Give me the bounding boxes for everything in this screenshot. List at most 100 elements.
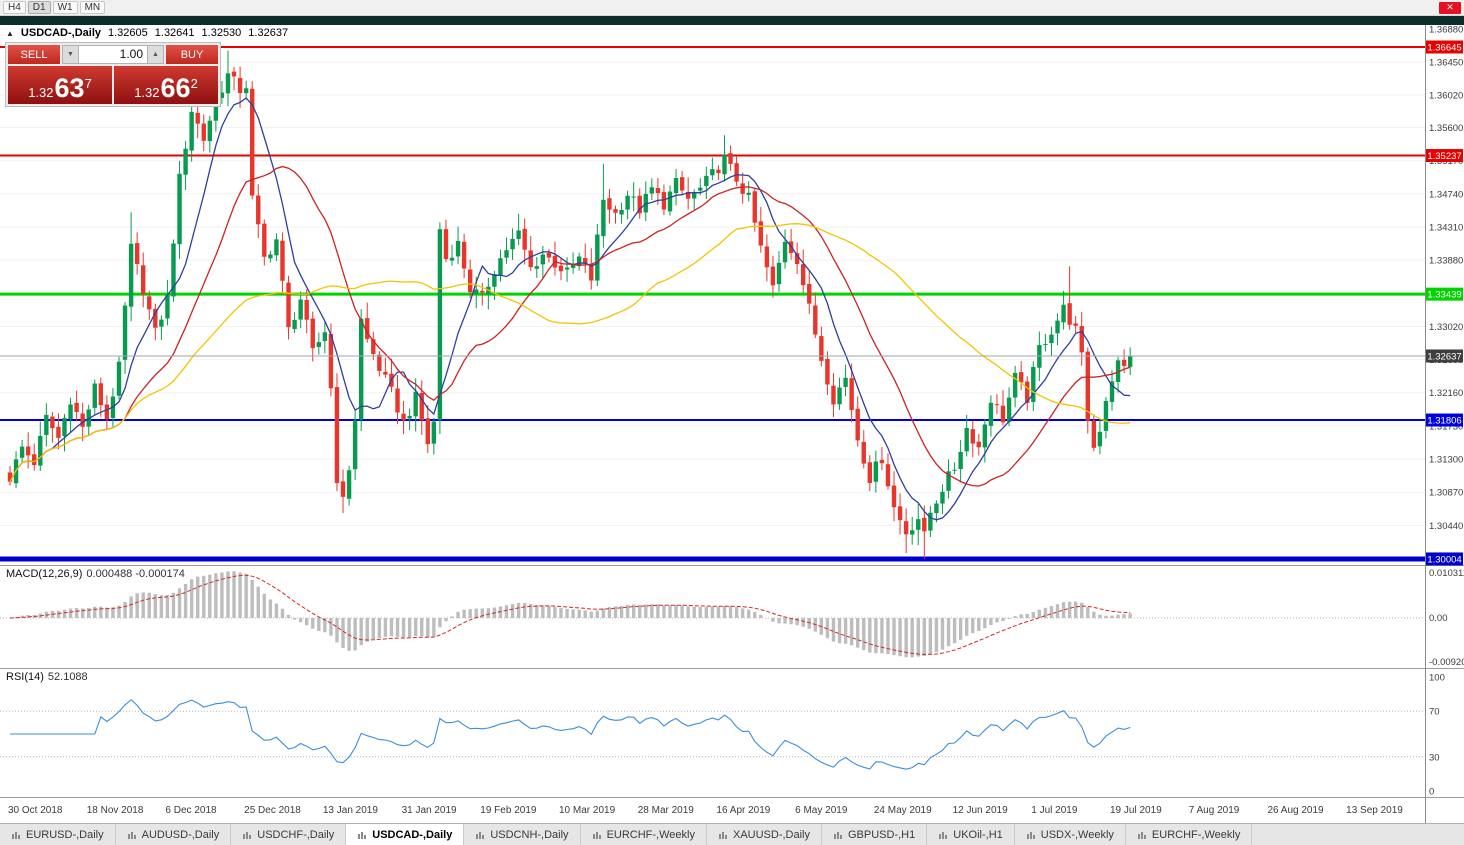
svg-text:1.31806: 1.31806 [1427, 416, 1461, 427]
ohlc-close: 1.32637 [248, 27, 289, 39]
svg-text:12 Jun 2019: 12 Jun 2019 [953, 805, 1008, 816]
volume-field[interactable]: 1.00 [79, 45, 147, 64]
timeframe-button-d1[interactable]: D1 [27, 1, 51, 14]
tab-chart-icon [592, 831, 601, 839]
ohlc-high: 1.32641 [154, 27, 195, 39]
tab-label: AUDUSD-,Daily [141, 828, 220, 841]
svg-text:0.010311: 0.010311 [1429, 568, 1464, 579]
volume-up-button[interactable]: ▲ [147, 45, 164, 64]
svg-text:70: 70 [1429, 707, 1440, 718]
one-click-trading-panel: SELL ▼ 1.00 ▲ BUY 1.32 63 7 1.32 66 2 [5, 42, 221, 107]
svg-text:1.35600: 1.35600 [1429, 123, 1463, 134]
tab-chart-icon [358, 831, 367, 839]
rsi-value: 52.1088 [47, 671, 88, 683]
ask-pipette: 2 [190, 76, 198, 91]
dark-titlebar [0, 16, 1464, 25]
svg-text:1.30870: 1.30870 [1429, 488, 1463, 499]
chart-tab-usdchf-daily[interactable]: USDCHF-,Daily [231, 824, 347, 845]
tab-label: UKOil-,H1 [953, 828, 1003, 841]
bid-pips: 63 [54, 73, 85, 103]
ohlc-low: 1.32530 [201, 27, 242, 39]
tab-label: EURUSD-,Daily [26, 828, 104, 841]
macd-title: MACD(12,26,9) [6, 568, 83, 580]
tab-label: EURCHF-,Weekly [1151, 828, 1241, 841]
candles-layer [7, 50, 1133, 559]
svg-text:24 May 2019: 24 May 2019 [874, 805, 932, 816]
volume-down-button[interactable]: ▼ [62, 45, 79, 64]
tab-chart-icon [12, 831, 20, 839]
chart-tab-eurchf-weekly[interactable]: EURCHF-,Weekly [1126, 824, 1253, 845]
symbol-name: USDCAD-,Daily [20, 27, 101, 39]
volume-down-icon: ▼ [67, 51, 74, 58]
chart-tab-gbpusd-h1[interactable]: GBPUSD-,H1 [822, 824, 928, 845]
timeframe-button-h4[interactable]: H4 [3, 1, 26, 14]
svg-text:0.00: 0.00 [1429, 613, 1448, 624]
ask-price-box[interactable]: 1.32 66 2 [114, 66, 218, 104]
svg-text:1.33020: 1.33020 [1429, 322, 1463, 333]
timeframe-button-mn[interactable]: MN [79, 1, 106, 14]
svg-text:1.35237: 1.35237 [1427, 151, 1461, 162]
macd-indicator-label: MACD(12,26,9) 0.000488 -0.000174 [6, 568, 185, 580]
tab-chart-icon [834, 831, 842, 839]
bid-big-figure: 1.32 [28, 85, 54, 100]
one-click-collapse-icon[interactable]: ▲ [6, 29, 14, 38]
price-tags: 1.36645 1.35237 1.33439 1.31806 1.30004 1.326… [1426, 40, 1463, 566]
svg-text:1.31300: 1.31300 [1429, 455, 1463, 466]
svg-text:6 May 2019: 6 May 2019 [795, 805, 848, 816]
ask-big-figure: 1.32 [134, 85, 160, 100]
tab-label: GBPUSD-,H1 [848, 828, 916, 841]
bid-price-box[interactable]: 1.32 63 7 [8, 66, 112, 104]
timeframe-button-group: H4 D1 W1 MN [3, 1, 106, 14]
window-close-button[interactable]: ✕ [1439, 1, 1461, 14]
chart-tab-usdcad-daily[interactable]: USDCAD-,Daily [346, 824, 465, 845]
svg-text:1.31730: 1.31730 [1429, 421, 1463, 432]
horizontal-level-lines[interactable] [0, 46, 1425, 562]
svg-text:18 Nov 2018: 18 Nov 2018 [87, 805, 144, 816]
svg-text:1.36450: 1.36450 [1429, 58, 1463, 69]
chart-title: ▲ USDCAD-,Daily 1.32605 1.32641 1.32530 … [6, 27, 288, 39]
bid-pipette: 7 [84, 76, 92, 91]
rsi-title: RSI(14) [6, 671, 44, 683]
tab-chart-icon [476, 831, 485, 839]
tab-label: USDCHF-,Daily [257, 828, 335, 841]
timeframe-button-w1[interactable]: W1 [52, 1, 78, 14]
macd-values: 0.000488 -0.000174 [86, 568, 185, 580]
svg-text:1.34310: 1.34310 [1429, 223, 1463, 234]
svg-text:1.33439: 1.33439 [1427, 290, 1461, 301]
svg-text:6 Dec 2018: 6 Dec 2018 [165, 805, 217, 816]
svg-text:1.34740: 1.34740 [1429, 189, 1463, 200]
chart-tab-usdx-weekly[interactable]: USDX-,Weekly [1015, 824, 1126, 845]
tab-label: USDX-,Weekly [1040, 828, 1114, 841]
svg-text:1.32160: 1.32160 [1429, 388, 1463, 399]
rsi-indicator-label: RSI(14) 52.1088 [6, 671, 88, 683]
chart-tab-eurusd-daily[interactable]: EURUSD-,Daily [0, 824, 116, 845]
svg-text:25 Dec 2018: 25 Dec 2018 [244, 805, 301, 816]
svg-text:16 Apr 2019: 16 Apr 2019 [716, 805, 770, 816]
date-axis: 30 Oct 2018 18 Nov 2018 6 Dec 2018 25 Dec 2… [8, 805, 1403, 816]
tab-chart-icon [939, 831, 948, 839]
chart-region[interactable]: 1.368801.364501.360201.356001.351701.347… [0, 25, 1464, 823]
close-icon: ✕ [1446, 2, 1454, 12]
chart-tabs-bar: EURUSD-,Daily AUDUSD-,Daily USDCHF-,Daily U… [0, 823, 1464, 845]
svg-text:1.30440: 1.30440 [1429, 521, 1463, 532]
sell-button[interactable]: SELL [8, 45, 60, 64]
tab-label: XAUUSD-,Daily [732, 828, 810, 841]
svg-text:7 Aug 2019: 7 Aug 2019 [1189, 805, 1240, 816]
chart-tab-usdcnh-daily[interactable]: USDCNH-,Daily [464, 824, 581, 845]
svg-text:30: 30 [1429, 752, 1440, 763]
svg-text:1 Jul 2019: 1 Jul 2019 [1031, 805, 1078, 816]
chart-tab-eurchf-weekly[interactable]: EURCHF-,Weekly [581, 824, 707, 845]
svg-text:1.36645: 1.36645 [1427, 43, 1461, 54]
chart-canvas[interactable]: 1.368801.364501.360201.356001.351701.347… [0, 25, 1464, 823]
tab-chart-icon [718, 831, 727, 839]
svg-text:1.36880: 1.36880 [1429, 25, 1463, 35]
moving-average-lines [9, 97, 1131, 521]
buy-button[interactable]: BUY [166, 45, 218, 64]
chart-tab-xauusd-daily[interactable]: XAUUSD-,Daily [707, 824, 822, 845]
svg-text:26 Aug 2019: 26 Aug 2019 [1267, 805, 1324, 816]
chart-tab-ukoil-h1[interactable]: UKOil-,H1 [927, 824, 1015, 845]
rsi-panel: 100 70 30 0 [0, 673, 1445, 798]
svg-text:1.33880: 1.33880 [1429, 256, 1463, 267]
chart-tab-audusd-daily[interactable]: AUDUSD-,Daily [116, 824, 232, 845]
